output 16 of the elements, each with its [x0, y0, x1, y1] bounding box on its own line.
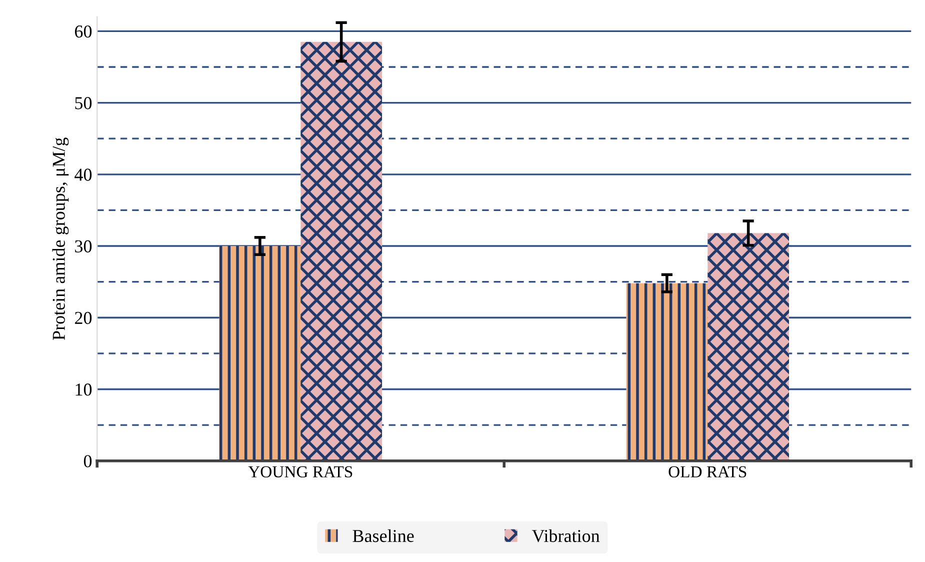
- bar: [219, 246, 301, 461]
- y-axis-title: Protein amide groups, μM/g: [52, 138, 69, 340]
- x-tick-label: OLD RATS: [668, 466, 746, 478]
- legend-label: Vibration: [532, 529, 600, 542]
- x-tick-label: YOUNG RATS: [248, 466, 352, 478]
- y-tick-label: 20: [75, 312, 92, 324]
- legend-label: Baseline: [352, 529, 414, 542]
- bar: [708, 233, 790, 461]
- y-tick-label: 50: [75, 97, 92, 110]
- bar: [626, 283, 708, 461]
- y-tick-label: 30: [75, 240, 92, 252]
- bar: [300, 42, 382, 461]
- y-tick-label: 10: [76, 383, 92, 396]
- y-tick-label: 40: [74, 168, 92, 181]
- y-tick-label: 0: [84, 455, 92, 468]
- y-tick-label: 60: [74, 25, 92, 38]
